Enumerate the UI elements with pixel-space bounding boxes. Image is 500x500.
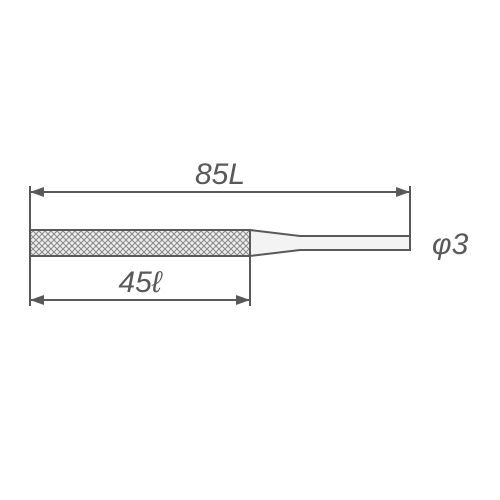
file-shank <box>250 230 410 256</box>
diameter-label: φ3 <box>432 228 469 261</box>
technical-drawing: 85L 45ℓ φ3 <box>0 0 500 500</box>
arrowhead-icon <box>30 187 44 197</box>
overall-length-label: 85L <box>195 158 245 191</box>
file-body <box>30 230 250 256</box>
arrowhead-icon <box>30 295 44 305</box>
cut-length-label: 45ℓ <box>118 266 162 299</box>
arrowhead-icon <box>236 295 250 305</box>
arrowhead-icon <box>396 187 410 197</box>
